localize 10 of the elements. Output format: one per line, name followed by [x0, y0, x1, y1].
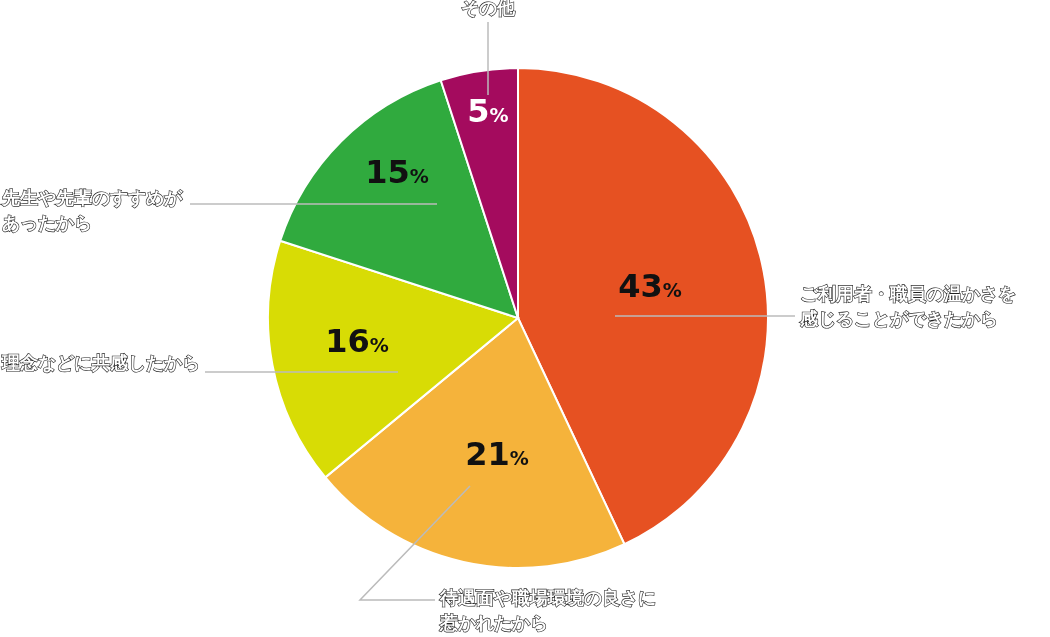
slice-label: その他 [461, 0, 516, 18]
data-label: 15% [365, 153, 429, 191]
slice-label: ご利用者・職員の温かさを感じることができたから [799, 283, 1016, 329]
data-label: 43% [618, 267, 682, 305]
slice-label: 理念などに共感したから [1, 352, 200, 373]
data-label: 21% [465, 435, 529, 473]
slice-label: 先生や先輩のすすめがあったから [1, 187, 183, 233]
slice-label: 待遇面や職場環境の良さに惹かれたから [439, 587, 656, 633]
data-label: 16% [325, 322, 389, 360]
data-label: 5% [467, 92, 509, 130]
